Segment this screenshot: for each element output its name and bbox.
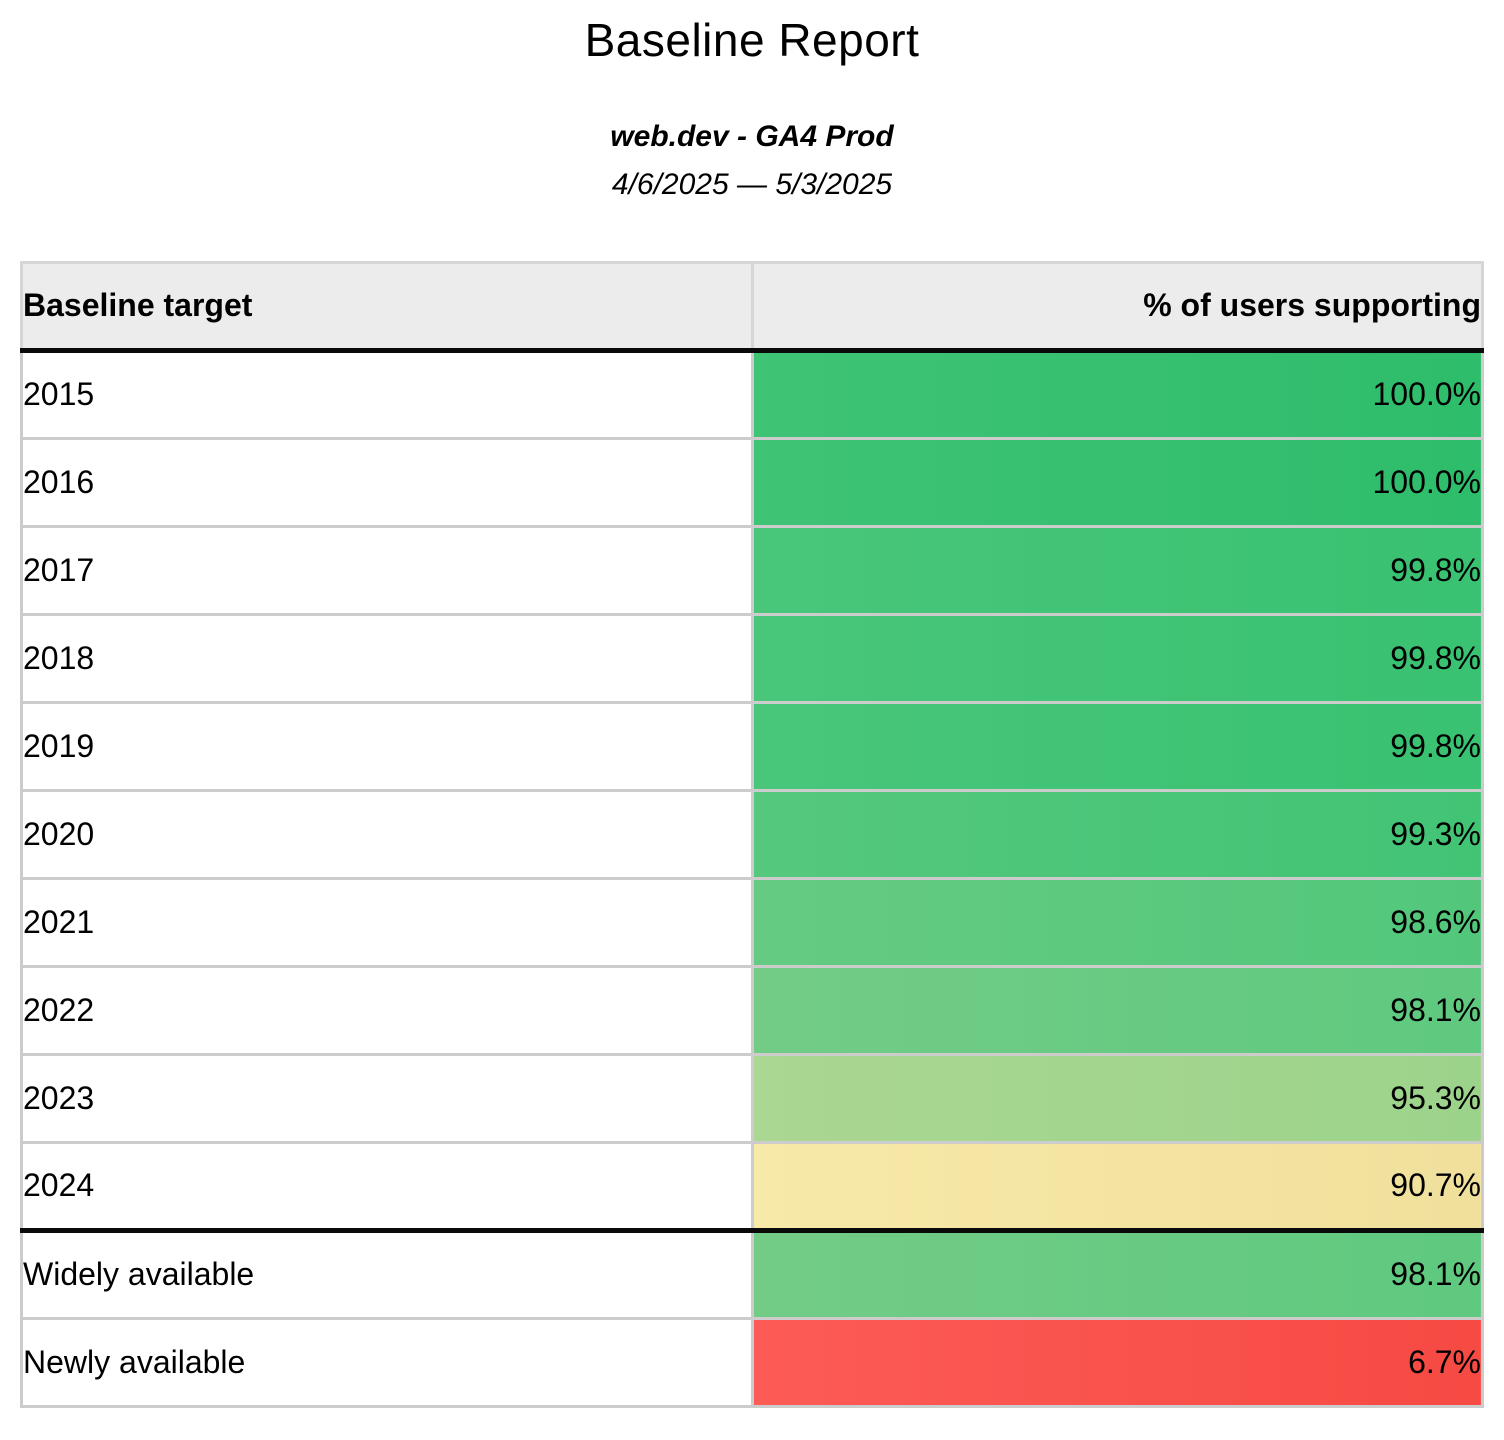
baseline-target-cell: 2024 [20, 1140, 754, 1232]
users-supporting-cell: 98.1% [750, 964, 1484, 1056]
property-name: web.dev - GA4 Prod [610, 119, 894, 153]
table-row: 2023 95.3% [20, 1052, 1484, 1144]
baseline-target-cell: 2021 [20, 876, 754, 968]
table-row: 2019 99.8% [20, 700, 1484, 792]
users-supporting-cell: 95.3% [750, 1052, 1484, 1144]
table-header: Baseline target % of users supporting [20, 260, 1484, 353]
users-supporting-cell: 99.3% [750, 788, 1484, 880]
users-supporting-cell: 99.8% [750, 524, 1484, 616]
table-row: 2024 90.7% [20, 1140, 1484, 1232]
users-supporting-cell: 90.7% [750, 1140, 1484, 1232]
users-supporting-cell: 99.8% [750, 700, 1484, 792]
users-supporting-cell: 98.6% [750, 876, 1484, 968]
table-row: 2021 98.6% [20, 876, 1484, 968]
users-supporting-cell: 100.0% [750, 348, 1484, 440]
baseline-target-cell: 2022 [20, 964, 754, 1056]
column-header-users-supporting: % of users supporting [750, 260, 1484, 353]
column-header-baseline-target: Baseline target [20, 260, 754, 353]
table-row: 2015 100.0% [20, 348, 1484, 440]
table-row: Widely available 98.1% [20, 1227, 1484, 1320]
users-supporting-cell: 99.8% [750, 612, 1484, 704]
table-row: 2017 99.8% [20, 524, 1484, 616]
baseline-target-cell: 2019 [20, 700, 754, 792]
baseline-target-cell: Widely available [20, 1227, 754, 1320]
header-row: Baseline target % of users supporting [20, 260, 1484, 353]
baseline-target-cell: 2017 [20, 524, 754, 616]
table-row: 2016 100.0% [20, 436, 1484, 528]
table-row: 2018 99.8% [20, 612, 1484, 704]
table-row: Newly available 6.7% [20, 1316, 1484, 1408]
baseline-report-table: Baseline target % of users supporting 20… [20, 260, 1484, 1408]
baseline-target-cell: 2016 [20, 436, 754, 528]
table-body: 2015 100.0% 2016 100.0% 2017 99.8% 2018 99.8% 20… [20, 348, 1484, 1408]
users-supporting-cell: 100.0% [750, 436, 1484, 528]
date-range: 4/6/2025 — 5/3/2025 [611, 167, 893, 201]
baseline-target-cell: 2018 [20, 612, 754, 704]
table-row: 2022 98.1% [20, 964, 1484, 1056]
baseline-target-cell: 2015 [20, 348, 754, 440]
page-title: Baseline Report [584, 14, 920, 66]
users-supporting-cell: 98.1% [750, 1227, 1484, 1320]
users-supporting-cell: 6.7% [750, 1316, 1484, 1408]
baseline-target-cell: 2023 [20, 1052, 754, 1144]
baseline-target-cell: 2020 [20, 788, 754, 880]
baseline-target-cell: Newly available [20, 1316, 754, 1408]
table-row: 2020 99.3% [20, 788, 1484, 880]
